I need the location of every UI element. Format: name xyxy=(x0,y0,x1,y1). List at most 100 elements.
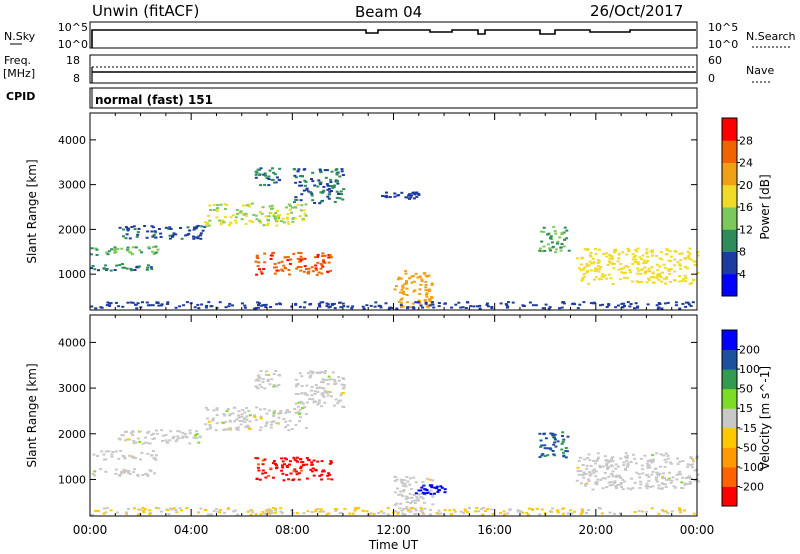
power-echo-cell xyxy=(303,257,307,260)
velocity-echo-cell xyxy=(91,472,95,475)
velocity-echo-cell xyxy=(295,512,299,515)
velocity-echo-cell xyxy=(646,460,650,462)
velocity-echo-cell xyxy=(676,457,679,460)
power-echo-cell xyxy=(601,303,605,306)
power-echo-cell xyxy=(273,262,277,265)
velocity-echo-cell xyxy=(669,461,672,464)
power-echo-cell xyxy=(330,303,334,305)
velocity-echo-cell xyxy=(181,431,185,434)
power-echo-cell xyxy=(188,229,192,232)
velocity-echo-cell xyxy=(372,512,376,515)
power-echo-cell xyxy=(193,236,197,239)
power-echo-cell xyxy=(641,254,645,257)
velocity-echo-cell xyxy=(670,510,674,513)
power-echo-cell xyxy=(334,169,338,172)
velocity-echo-cell xyxy=(413,502,417,504)
power-echo-cell xyxy=(166,303,170,305)
velocity-echo-cell xyxy=(611,460,615,463)
power-echo-cell xyxy=(644,270,648,273)
velocity-echo-cell xyxy=(146,431,150,434)
velocity-echo-cell xyxy=(405,506,409,509)
power-echo-cell xyxy=(605,306,609,308)
power-echo-cell xyxy=(656,273,659,276)
velocity-echo-cell xyxy=(582,476,586,479)
power-echo-cell xyxy=(266,218,270,221)
velocity-echo-cell xyxy=(251,511,255,514)
velocity-echo-cell xyxy=(270,378,274,381)
power-echo-cell xyxy=(645,252,649,255)
velocity-echo-cell xyxy=(272,460,276,463)
velocity-echo-cell xyxy=(284,420,288,423)
power-echo-cell xyxy=(125,267,129,270)
power-echo-cell xyxy=(686,250,690,253)
power-echo-cell xyxy=(346,305,350,308)
velocity-echo-cell xyxy=(611,470,615,473)
velocity-echo-cell xyxy=(475,507,479,509)
velocity-echo-cell xyxy=(267,409,271,412)
velocity-echo-cell xyxy=(443,491,447,494)
power-echo-cell xyxy=(260,272,264,275)
power-echo-cell xyxy=(195,236,199,239)
nave-tick-bottom: 0 xyxy=(708,72,715,85)
velocity-echo-cell xyxy=(164,434,168,436)
power-echo-cell xyxy=(306,272,310,275)
power-echo-cell xyxy=(336,180,339,183)
power-echo-cell xyxy=(284,256,288,259)
velocity-echo-cell xyxy=(151,438,155,441)
velocity-echo-cell xyxy=(543,444,547,447)
power-echo-cell xyxy=(257,304,260,306)
power-echo-cell xyxy=(576,307,580,310)
power-echo-cell xyxy=(267,184,271,187)
power-echo-cell xyxy=(443,302,447,305)
nsky-frame xyxy=(89,21,698,49)
velocity-echo-cell xyxy=(299,465,303,468)
velocity-echo-cell xyxy=(305,384,309,387)
velocity-echo-cell xyxy=(234,509,237,512)
velocity-echo-cell xyxy=(654,478,658,481)
velocity-echo-cell xyxy=(131,434,135,437)
velocity-echo-cell xyxy=(340,392,344,395)
velocity-echo-cell xyxy=(665,478,668,481)
power-echo-cell xyxy=(267,175,271,178)
power-echo-cell xyxy=(141,301,144,304)
velocity-echo-cell xyxy=(639,480,643,483)
velocity-echo-cell xyxy=(141,506,145,509)
velocity-echo-cell xyxy=(610,457,614,460)
power-echo-cell xyxy=(459,306,463,309)
power-echo-cell xyxy=(320,272,324,275)
time-tick-label: 04:00 xyxy=(174,523,209,537)
power-echo-cell xyxy=(538,247,542,250)
power-echo-cell xyxy=(168,234,172,237)
power-echo-cell xyxy=(129,301,133,304)
power-echo-cell xyxy=(328,193,332,196)
velocity-echo-cell xyxy=(541,453,545,456)
power-echo-cell xyxy=(328,190,332,193)
power-echo-cell xyxy=(642,262,646,265)
velocity-echo-cell xyxy=(565,450,569,453)
velocity-echo-cell xyxy=(240,413,244,416)
velocity-echo-cell xyxy=(599,478,603,481)
power-echo-cell xyxy=(637,269,641,272)
velocity-echo-cell xyxy=(199,507,203,510)
power-echo-cell xyxy=(289,258,293,261)
power-echo-cell xyxy=(415,195,419,198)
power-echo-cell xyxy=(131,301,135,304)
power-echo-cell xyxy=(341,198,345,201)
velocity-echo-cell xyxy=(329,391,332,394)
velocity-colorbar-tick-label: 200 xyxy=(739,344,760,357)
power-echo-cell xyxy=(275,209,279,212)
velocity-echo-cell xyxy=(294,378,298,381)
velocity-echo-cell xyxy=(272,384,276,387)
power-echo-cell xyxy=(585,271,589,274)
velocity-echo-cell xyxy=(271,506,275,509)
velocity-colorbar-segment xyxy=(722,349,737,370)
power-echo-cell xyxy=(430,282,434,285)
velocity-echo-cell xyxy=(400,480,404,483)
power-echo-cell xyxy=(298,184,302,187)
velocity-echo-cell xyxy=(337,400,341,403)
power-echo-cell xyxy=(259,167,263,170)
power-echo-cell xyxy=(693,260,697,263)
freq-frame xyxy=(89,54,698,84)
power-echo-cell xyxy=(180,237,184,240)
power-echo-cell xyxy=(130,226,134,228)
